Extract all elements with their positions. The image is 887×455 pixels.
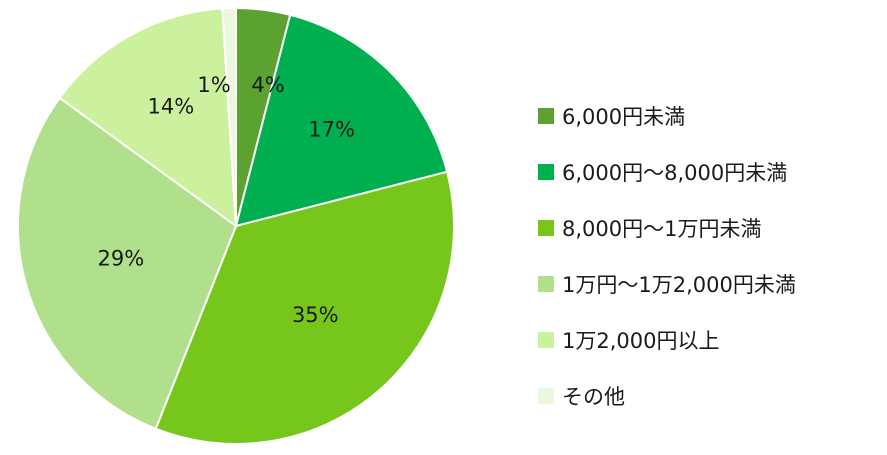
- legend: 6,000円未満 6,000円～8,000円未満 8,000円～1万円未満 1万…: [538, 98, 796, 434]
- pie-slice: [17, 96, 238, 430]
- legend-swatch: [538, 108, 554, 124]
- legend-label: 6,000円未満: [562, 105, 686, 129]
- legend-item: 6,000円未満: [538, 98, 796, 134]
- slice-value-label: 4%: [251, 73, 284, 97]
- legend-item: 1万2,000円以上: [538, 322, 796, 358]
- legend-item: 6,000円～8,000円未満: [538, 154, 796, 190]
- pie-slice: [234, 13, 449, 228]
- slice-value-label: 17%: [308, 117, 355, 141]
- legend-swatch: [538, 164, 554, 180]
- slice-value-label: 29%: [98, 246, 145, 270]
- legend-label: 1万円～1万2,000円未満: [562, 273, 796, 297]
- slice-value-label: 35%: [292, 303, 339, 327]
- legend-swatch: [538, 276, 554, 292]
- pie-slice: [154, 170, 455, 445]
- legend-label: 8,000円～1万円未満: [562, 217, 762, 241]
- legend-label: 6,000円～8,000円未満: [562, 161, 788, 185]
- legend-swatch: [538, 332, 554, 348]
- legend-swatch: [538, 388, 554, 404]
- legend-item: 8,000円～1万円未満: [538, 210, 796, 246]
- slice-value-label: 14%: [148, 95, 195, 119]
- legend-item: その他: [538, 378, 796, 414]
- legend-item: 1万円～1万2,000円未満: [538, 266, 796, 302]
- legend-swatch: [538, 220, 554, 236]
- legend-label: 1万2,000円以上: [562, 329, 720, 353]
- pie-slice: [221, 6, 237, 227]
- legend-label: その他: [562, 385, 625, 409]
- slice-value-label: 1%: [197, 73, 230, 97]
- pie-slice: [58, 7, 238, 229]
